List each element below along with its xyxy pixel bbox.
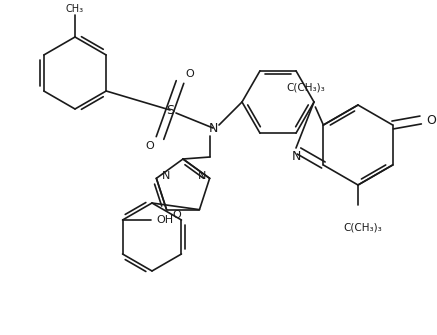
Text: C(CH₃)₃: C(CH₃)₃	[286, 82, 325, 92]
Text: N: N	[198, 171, 206, 181]
Text: S: S	[166, 104, 174, 117]
Text: N: N	[291, 149, 301, 162]
Text: N: N	[162, 171, 170, 181]
Text: O: O	[146, 141, 154, 151]
Text: C(CH₃)₃: C(CH₃)₃	[343, 222, 382, 232]
Text: O: O	[172, 210, 181, 220]
Text: O: O	[427, 114, 437, 127]
Text: OH: OH	[156, 215, 173, 225]
Text: O: O	[186, 69, 194, 79]
Text: CH₃: CH₃	[66, 4, 84, 14]
Text: N: N	[208, 122, 218, 134]
